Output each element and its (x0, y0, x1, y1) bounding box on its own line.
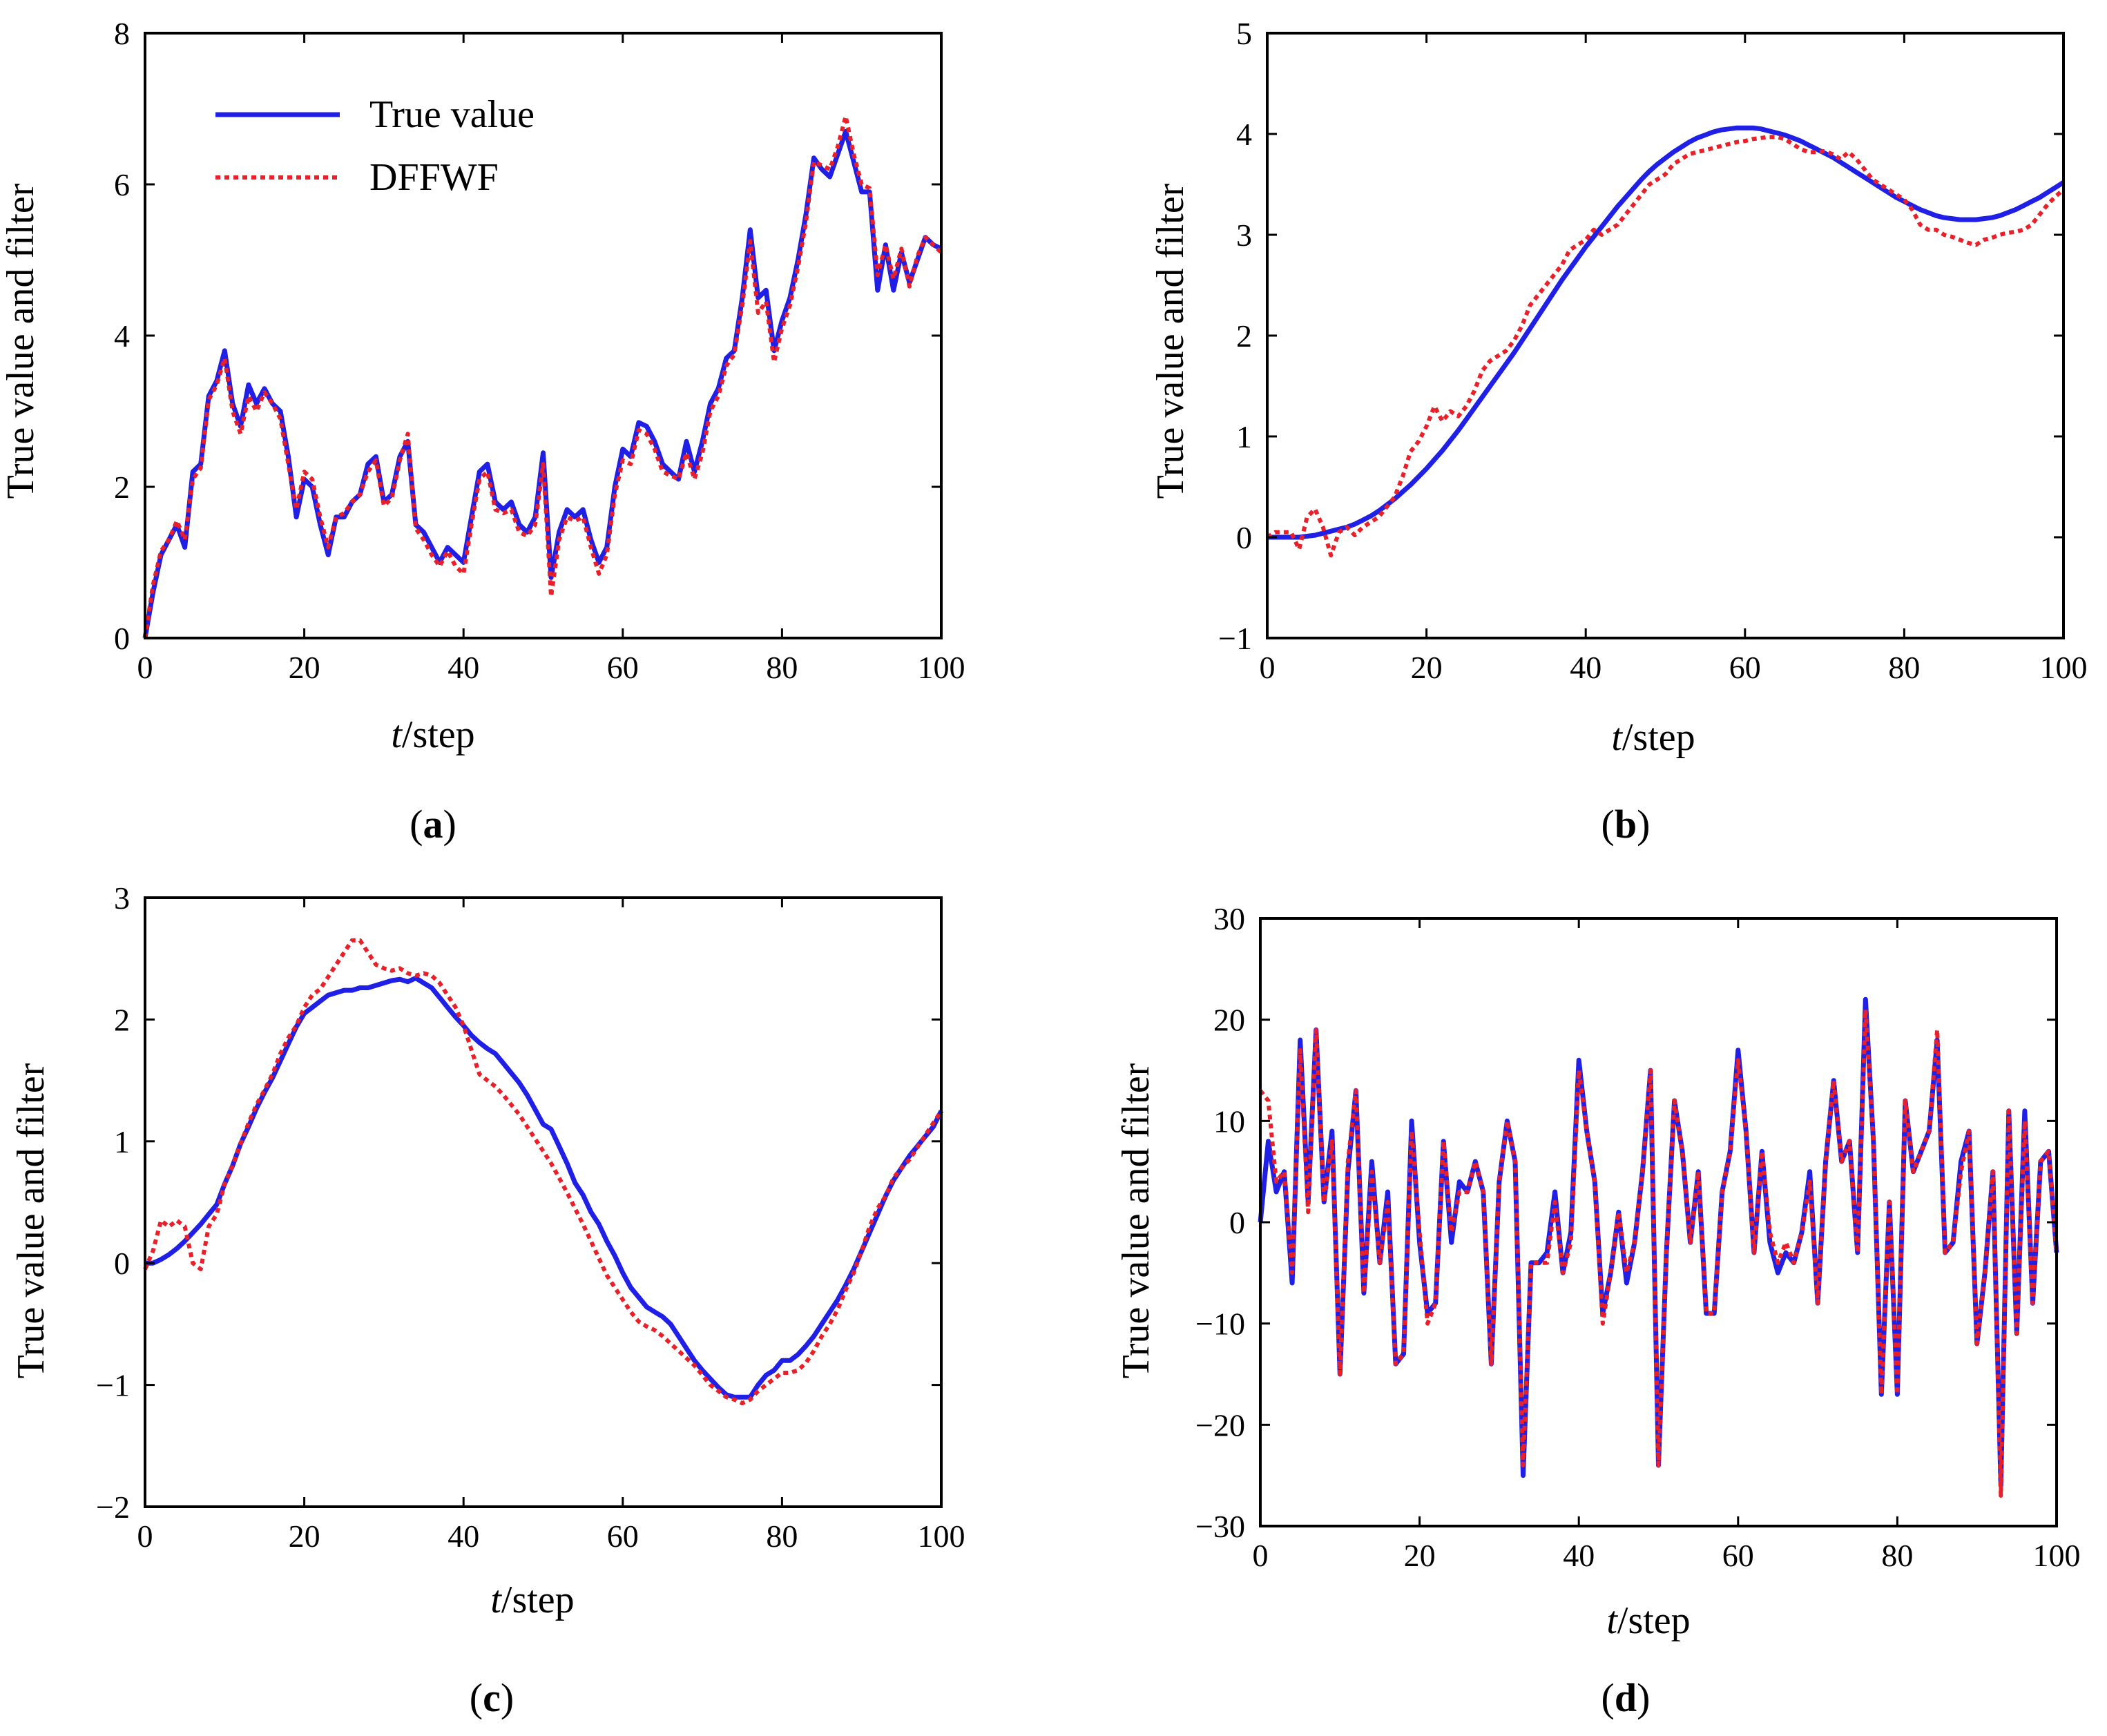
x-tick-label-c-0: 0 (137, 1518, 153, 1554)
x-axis-label-d: t/step (1606, 1599, 1690, 1642)
x-tick-label-a-2: 40 (448, 650, 479, 685)
legend-label-dffwf: DFFWF (369, 156, 499, 199)
series-line-dffwf-b (1266, 135, 2065, 558)
plot-frame-c (144, 896, 943, 1508)
x-tick-label-d-1: 20 (1404, 1538, 1436, 1573)
x-tick-label-a-3: 60 (607, 650, 639, 685)
y-tick-label-b-0: −1 (1218, 621, 1252, 656)
panel-label-a: (a) (410, 802, 456, 847)
x-axis-label-c: t/step (490, 1579, 574, 1621)
plot-frame-b (1266, 32, 2065, 639)
x-axis-label-var-c: t (490, 1579, 502, 1621)
legend-label-true-value: True value (369, 93, 535, 136)
y-tick-label-b-4: 3 (1236, 218, 1252, 253)
x-tick-label-d-0: 0 (1253, 1538, 1269, 1573)
y-tick-label-a-2: 4 (114, 318, 130, 354)
series-line-true-value-a (142, 128, 943, 639)
panel-label-c: (c) (470, 1675, 514, 1720)
y-tick-label-a-1: 2 (114, 470, 130, 505)
plot-frame-a (144, 32, 943, 639)
x-tick-label-d-5: 100 (2033, 1538, 2081, 1573)
y-tick-label-d-2: −10 (1195, 1306, 1245, 1342)
x-tick-label-b-4: 80 (1888, 650, 1920, 685)
panel-label-d: (d) (1601, 1675, 1651, 1720)
y-tick-label-a-4: 8 (114, 16, 130, 51)
x-axis-label-var-b: t (1611, 716, 1623, 759)
x-axis-label-var-d: t (1606, 1599, 1618, 1642)
y-tick-label-d-6: 30 (1213, 901, 1245, 936)
y-axis-label-d: True value and filter (1115, 1063, 1157, 1378)
x-tick-label-c-5: 100 (918, 1518, 965, 1554)
y-tick-label-b-2: 1 (1236, 419, 1252, 454)
x-tick-label-a-1: 20 (289, 650, 320, 685)
x-axis-label-a: t/step (391, 713, 474, 756)
y-tick-label-a-0: 0 (114, 621, 130, 656)
x-tick-label-b-3: 60 (1729, 650, 1761, 685)
x-tick-label-b-2: 40 (1570, 650, 1601, 685)
y-tick-label-b-3: 2 (1236, 318, 1252, 354)
x-tick-label-d-3: 60 (1722, 1538, 1754, 1573)
chart-panel-c: 0 20 40 60 80 100 −2 −1 0 1 2 3 True value and filt… (10, 880, 965, 1720)
legend: True value DFFWF (215, 93, 535, 199)
x-axis-label-unit-a: /step (402, 713, 475, 756)
x-axis-label-b: t/step (1611, 716, 1695, 759)
y-tick-label-b-1: 0 (1236, 520, 1252, 555)
plot-area-c: 0 20 40 60 80 100 −2 −1 0 1 2 3 (96, 880, 965, 1554)
x-tick-label-c-4: 80 (766, 1518, 798, 1554)
x-tick-label-d-4: 80 (1881, 1538, 1913, 1573)
y-tick-label-d-1: −20 (1195, 1407, 1245, 1443)
x-tick-label-a-5: 100 (918, 650, 965, 685)
series-line-dffwf-c (143, 938, 943, 1406)
x-tick-label-a-4: 80 (766, 650, 798, 685)
x-tick-label-c-2: 40 (448, 1518, 479, 1554)
x-tick-label-d-2: 40 (1563, 1538, 1595, 1573)
y-tick-label-d-3: 0 (1229, 1205, 1245, 1240)
x-axis-label-unit-b: /step (1622, 716, 1695, 759)
series-line-dffwf-a (143, 114, 943, 639)
panel-label-b: (b) (1601, 802, 1651, 847)
y-tick-label-d-5: 20 (1213, 1003, 1245, 1038)
x-axis-label-unit-d: /step (1617, 1599, 1691, 1642)
series-line-true-value-b (1267, 125, 2065, 540)
y-tick-label-b-5: 4 (1236, 117, 1252, 152)
x-axis-label-unit-c: /step (501, 1579, 575, 1621)
y-tick-label-b-6: 5 (1236, 16, 1252, 51)
series-line-dffwf-d (1258, 1007, 2059, 1498)
y-axis-label-a: True value and filter (0, 183, 42, 499)
y-tick-label-c-3: 1 (114, 1124, 130, 1159)
y-tick-label-c-2: 0 (114, 1246, 130, 1281)
x-tick-label-b-5: 100 (2040, 650, 2088, 685)
x-tick-label-c-1: 20 (289, 1518, 320, 1554)
x-tick-label-a-0: 0 (137, 650, 153, 685)
x-tick-label-c-3: 60 (607, 1518, 639, 1554)
series-line-true-value-c (145, 975, 944, 1400)
y-tick-label-c-1: −1 (96, 1368, 130, 1403)
x-tick-label-b-1: 20 (1411, 650, 1443, 685)
y-tick-label-c-5: 3 (114, 880, 130, 916)
y-axis-label-c: True value and filter (10, 1063, 52, 1378)
plot-area-d: 0 20 40 60 80 100 −30 −20 −10 0 10 20 30 (1195, 901, 2080, 1573)
chart-panel-d: 0 20 40 60 80 100 −30 −20 −10 0 10 20 30 True value … (1115, 901, 2081, 1720)
y-tick-label-c-0: −2 (96, 1489, 130, 1525)
x-tick-label-b-0: 0 (1260, 650, 1276, 685)
y-tick-label-d-0: −30 (1195, 1509, 1245, 1544)
plot-area-a: 0 20 40 60 80 100 0 2 4 6 8 (114, 16, 965, 685)
y-tick-label-a-3: 6 (114, 167, 130, 202)
y-axis-label-b: True value and filter (1149, 183, 1192, 499)
x-axis-label-var-a: t (391, 713, 403, 756)
y-tick-label-c-4: 2 (114, 1002, 130, 1037)
y-tick-label-d-4: 10 (1213, 1103, 1245, 1139)
